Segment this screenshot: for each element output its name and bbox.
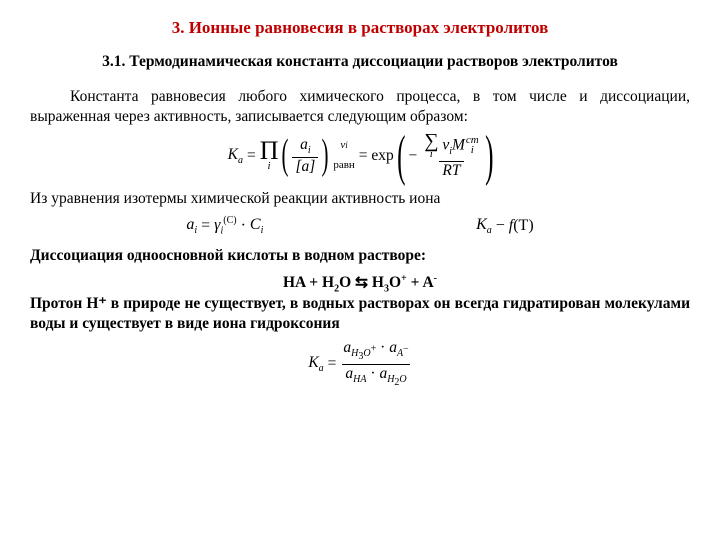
equation-2b: Ka − f(T): [476, 216, 534, 236]
subsection-title: 3.1. Термодинамическая константа диссоци…: [30, 52, 690, 73]
paragraph-3: Диссоциация одноосновной кислоты в водно…: [30, 246, 690, 266]
section-title: 3. Ионные равновесия в растворах электро…: [30, 18, 690, 38]
chemical-equation: HA + H2O ⇆ H3O+ + A-: [30, 273, 690, 294]
equation-2-row: ai = γi(C) · Ci Ka − f(T): [30, 215, 690, 237]
paragraph-1: Константа равновесия любого химического …: [30, 87, 690, 127]
equation-1: Ka = Пi ( ai [a] ) νi равн = exp ( − ∑i …: [30, 133, 690, 179]
equation-3: Ka = aH3O+ · aA− aHA · aH2O: [30, 340, 690, 388]
paragraph-4: Протон H⁺ в природе не существует, в вод…: [30, 294, 690, 334]
paragraph-2: Из уравнения изотермы химической реакции…: [30, 189, 690, 209]
equation-2a: ai = γi(C) · Ci: [186, 215, 263, 237]
page: 3. Ионные равновесия в растворах электро…: [0, 0, 720, 408]
